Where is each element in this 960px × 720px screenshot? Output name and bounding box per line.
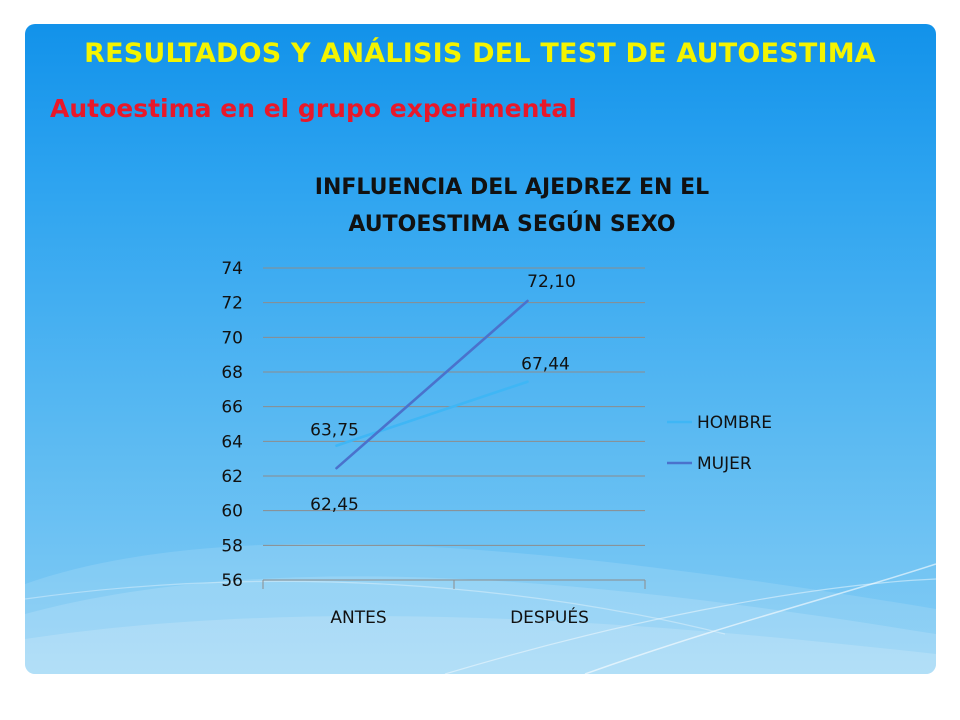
series-line-hombre [335,380,529,447]
data-label-hombre-1: 67,44 [521,355,570,375]
legend: HOMBRE MUJER [667,413,772,474]
series-line-mujer [335,299,529,470]
chart-title: INFLUENCIA DEL AJEDREZ EN EL AUTOESTIMA S… [315,175,709,237]
y-tick-label: 72 [221,294,243,314]
chart-title-line-2: AUTOESTIMA SEGÚN SEXO [348,211,675,237]
legend-label-mujer: MUJER [697,454,752,474]
y-tick-label: 68 [221,363,243,383]
y-tick-label: 74 [221,259,243,279]
y-tick-label: 60 [221,502,243,522]
data-label-hombre-0: 63,75 [310,421,359,441]
slide-subtitle: Autoestima en el grupo experimental [50,94,577,123]
legend-label-hombre: HOMBRE [697,413,772,433]
y-tick-label: 66 [221,398,243,418]
y-tick-label: 64 [221,432,243,452]
wave-decoration [25,543,936,674]
data-labels: 63,75 67,44 62,45 72,10 [310,272,576,515]
x-tick-label: DESPUÉS [510,606,589,628]
data-label-mujer-1: 72,10 [527,272,576,292]
slide-background [25,24,936,674]
series-lines [335,299,529,470]
y-tick-label: 58 [221,536,243,556]
y-tick-label: 56 [221,571,243,591]
x-tick-label: ANTES [330,608,386,628]
y-tick-label: 70 [221,328,243,348]
axes: 56 58 60 62 64 66 68 70 72 74 ANTES DESPUÉS [221,259,646,628]
data-label-mujer-0: 62,45 [310,495,359,515]
chart-title-line-1: INFLUENCIA DEL AJEDREZ EN EL [315,175,709,200]
slide-title: RESULTADOS Y ANÁLISIS DEL TEST DE AUTOES… [84,38,876,69]
y-tick-label: 62 [221,467,243,487]
